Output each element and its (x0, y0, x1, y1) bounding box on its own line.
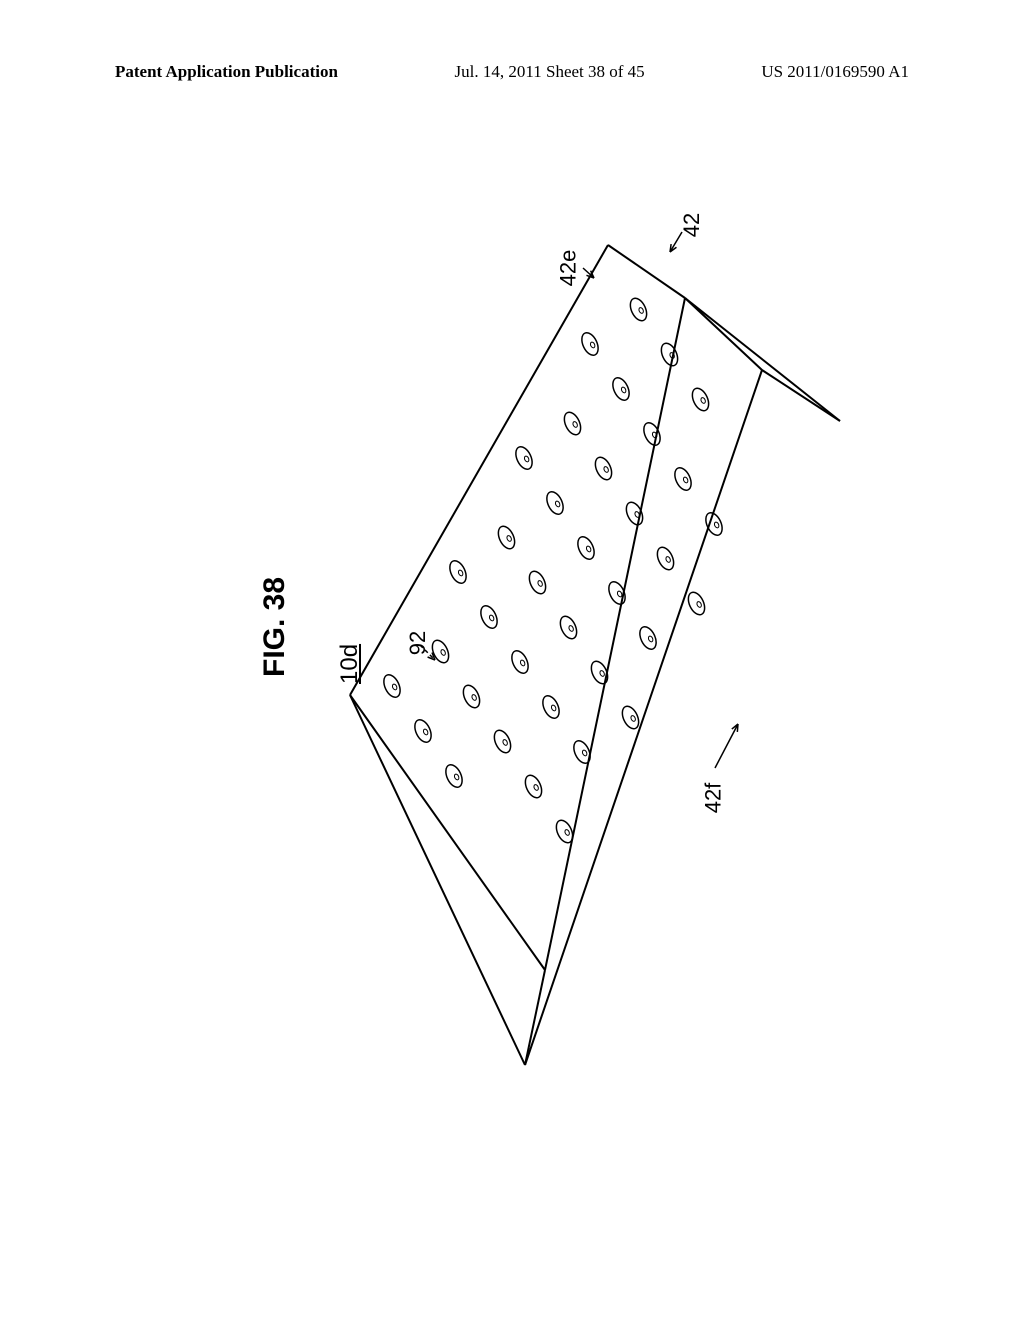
header-left: Patent Application Publication (115, 62, 338, 82)
header-center: Jul. 14, 2011 Sheet 38 of 45 (455, 62, 645, 82)
figure-container: FIG. 38 10d 92 42e 42 42f (140, 170, 900, 1170)
header-right: US 2011/0169590 A1 (761, 62, 909, 82)
figure-drawing (140, 170, 900, 1170)
